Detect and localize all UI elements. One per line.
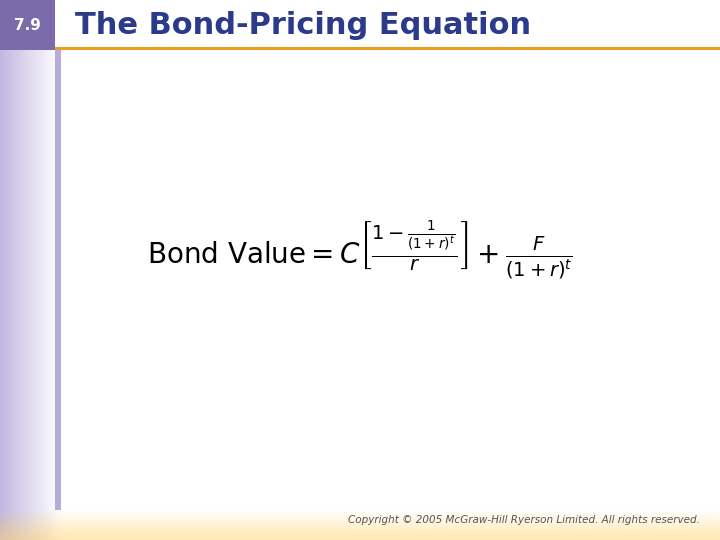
Bar <box>28 0 29 540</box>
Bar <box>17 0 18 540</box>
Bar <box>0 516 720 517</box>
Bar <box>22 0 23 540</box>
Bar <box>0 514 720 515</box>
Bar <box>0 527 720 528</box>
Bar <box>0 533 720 534</box>
Bar <box>37 0 38 540</box>
Bar <box>0 525 720 526</box>
Bar <box>12 0 13 540</box>
Bar <box>29 0 30 540</box>
Bar <box>45 0 46 540</box>
Bar <box>46 0 47 540</box>
Bar <box>27 0 28 540</box>
Bar <box>18 0 19 540</box>
Bar <box>0 531 720 532</box>
Bar <box>0 526 720 527</box>
Bar <box>0 511 720 512</box>
Bar <box>54 0 55 540</box>
Bar <box>56 0 57 540</box>
Bar <box>10 0 11 540</box>
Bar <box>0 0 720 50</box>
Bar <box>0 520 720 521</box>
Bar <box>26 0 27 540</box>
Bar <box>39 0 40 540</box>
Bar <box>40 0 41 540</box>
Bar <box>25 0 26 540</box>
Bar <box>23 0 24 540</box>
Bar <box>19 0 20 540</box>
Bar <box>0 521 720 522</box>
Bar <box>47 0 48 540</box>
Bar <box>0 538 720 539</box>
Bar <box>11 0 12 540</box>
Bar <box>7 0 8 540</box>
Bar <box>0 515 720 516</box>
Bar <box>0 510 720 511</box>
Bar <box>0 0 55 50</box>
Bar <box>15 0 16 540</box>
Bar <box>48 0 49 540</box>
Bar <box>0 513 720 514</box>
Bar <box>42 0 43 540</box>
Text: $\mathrm{Bond\ Value} = C\left[\frac{1 - \frac{1}{(1+r)^t}}{r}\right]+ \frac{F}{: $\mathrm{Bond\ Value} = C\left[\frac{1 -… <box>147 218 573 281</box>
Bar <box>0 528 720 529</box>
Bar <box>0 519 720 520</box>
Bar <box>53 0 54 540</box>
Text: The Bond-Pricing Equation: The Bond-Pricing Equation <box>75 10 531 39</box>
Bar <box>35 0 36 540</box>
Bar <box>41 0 42 540</box>
Bar <box>49 0 50 540</box>
Bar <box>1 0 2 540</box>
Bar <box>52 0 53 540</box>
Bar <box>24 0 25 540</box>
Bar <box>51 0 52 540</box>
Bar <box>43 0 44 540</box>
Bar <box>55 47 720 50</box>
Bar <box>0 534 720 535</box>
Bar <box>0 530 720 531</box>
Bar <box>13 0 14 540</box>
Bar <box>0 523 720 524</box>
Bar <box>33 0 34 540</box>
Bar <box>44 0 45 540</box>
Bar <box>55 50 61 510</box>
Bar <box>0 524 720 525</box>
Bar <box>0 529 720 530</box>
Bar <box>0 535 720 536</box>
Bar <box>16 0 17 540</box>
Bar <box>0 539 720 540</box>
Bar <box>55 0 56 540</box>
Bar <box>0 522 720 523</box>
Bar <box>9 0 10 540</box>
Bar <box>30 0 31 540</box>
Bar <box>5 0 6 540</box>
Bar <box>3 0 4 540</box>
Bar <box>0 532 720 533</box>
Bar <box>0 537 720 538</box>
Bar <box>0 518 720 519</box>
Bar <box>0 536 720 537</box>
Bar <box>31 0 32 540</box>
Bar <box>0 517 720 518</box>
Bar <box>58 0 59 540</box>
Bar <box>2 0 3 540</box>
Bar <box>14 0 15 540</box>
Bar <box>21 0 22 540</box>
Bar <box>0 512 720 513</box>
Bar <box>4 0 5 540</box>
Bar <box>57 0 58 540</box>
Bar <box>59 0 60 540</box>
Bar <box>6 0 7 540</box>
Bar <box>38 0 39 540</box>
Bar <box>20 0 21 540</box>
Bar <box>32 0 33 540</box>
Bar <box>0 0 1 540</box>
Bar <box>50 0 51 540</box>
Bar <box>8 0 9 540</box>
Text: Copyright © 2005 McGraw-Hill Ryerson Limited. All rights reserved.: Copyright © 2005 McGraw-Hill Ryerson Lim… <box>348 515 700 525</box>
Bar <box>36 0 37 540</box>
Text: 7.9: 7.9 <box>14 17 40 32</box>
Bar <box>34 0 35 540</box>
